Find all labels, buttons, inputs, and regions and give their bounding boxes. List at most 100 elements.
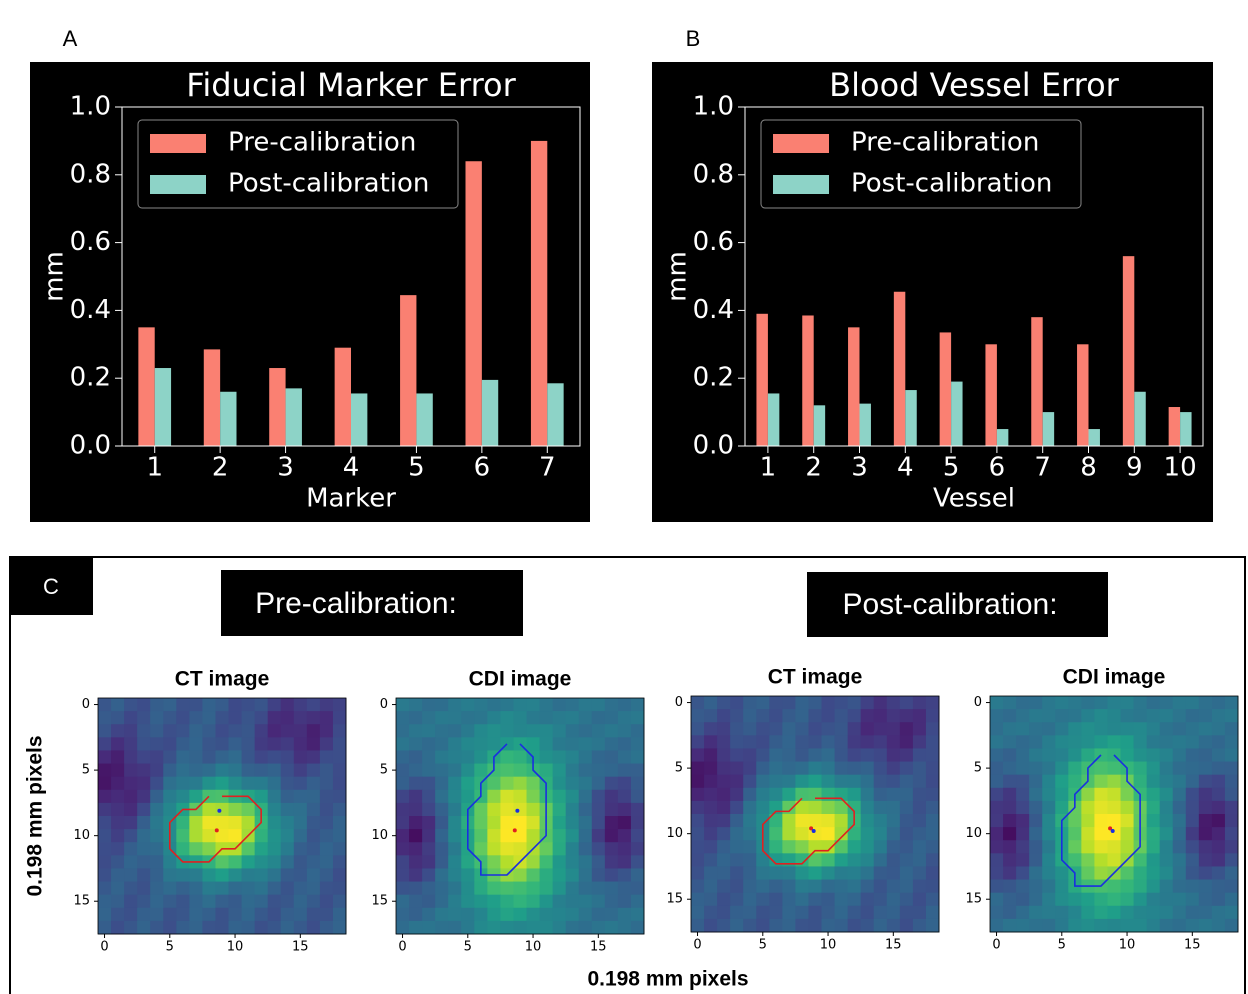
- heatmap-cell: [743, 748, 757, 762]
- heatmap-cell: [1186, 840, 1200, 854]
- heatmap-cell: [150, 737, 164, 751]
- heatmap-cell: [1094, 840, 1108, 854]
- bar: [286, 388, 302, 446]
- heatmap-cell: [307, 829, 321, 843]
- heatmap-cell: [422, 711, 436, 725]
- heatmap-cell: [513, 724, 527, 738]
- bar: [940, 332, 951, 446]
- heatmap-cell: [1134, 866, 1148, 880]
- heatmap-cell: [176, 790, 190, 804]
- heatmap-cell: [618, 737, 632, 751]
- heatmap-cell: [730, 893, 744, 907]
- heatmap-cell: [320, 908, 334, 922]
- heatmap-cell: [1212, 762, 1226, 776]
- heatmap-cell: [1055, 722, 1069, 736]
- heatmap-cell: [98, 842, 112, 856]
- heatmap-cell: [1094, 919, 1108, 933]
- heatmap-cell: [848, 762, 862, 776]
- heatmap-cell: [500, 829, 514, 843]
- heatmap-cell: [848, 840, 862, 854]
- heatmap-cell: [553, 750, 567, 764]
- heatmap-cell: [1212, 893, 1226, 907]
- heatmap-cell: [1147, 722, 1161, 736]
- heatmap-cell: [1042, 814, 1056, 828]
- heatmap-cell: [887, 893, 901, 907]
- heatmap-cell: [1225, 880, 1239, 894]
- heatmap-cell: [461, 855, 475, 869]
- heatmap-cell: [137, 777, 151, 791]
- panel-label: C: [43, 574, 59, 599]
- heatmap-cell: [566, 908, 580, 922]
- bar: [138, 327, 154, 446]
- heatmap-cell: [1016, 919, 1030, 933]
- heatmap-cell: [861, 840, 875, 854]
- heatmap-cell: [618, 882, 632, 896]
- heatmap-cell: [448, 829, 462, 843]
- heatmap-cell: [229, 803, 243, 817]
- heatmap-cell: [618, 908, 632, 922]
- heatmap-cell: [887, 775, 901, 789]
- heatmap-cell: [1094, 814, 1108, 828]
- y-tick-label: 0.2: [693, 363, 734, 393]
- heatmap-cell: [1186, 801, 1200, 815]
- heatmap-cell: [743, 906, 757, 920]
- heatmap-cell: [631, 921, 645, 935]
- heatmap-cell: [592, 737, 606, 751]
- heatmap-cell: [176, 737, 190, 751]
- heatmap-cell: [320, 724, 334, 738]
- heatmap-cell: [333, 895, 347, 909]
- heatmap-cell: [150, 868, 164, 882]
- heatmap-cell: [461, 921, 475, 935]
- heatmap-cell: [1160, 827, 1174, 841]
- heatmap-cell: [926, 880, 940, 894]
- heatmap-cell: [1173, 775, 1187, 789]
- legend-swatch: [773, 134, 829, 153]
- heatmap-cell: [822, 919, 836, 933]
- heatmap-cell: [281, 737, 295, 751]
- heatmap-cell: [926, 775, 940, 789]
- bar: [848, 327, 859, 446]
- heatmap-cell: [1016, 827, 1030, 841]
- heatmap-cell: [474, 750, 488, 764]
- heatmap-cell: [1199, 735, 1213, 749]
- heatmap-cell: [422, 829, 436, 843]
- heatmap-cell: [474, 882, 488, 896]
- heatmap-cell: [782, 788, 796, 802]
- heatmap-cell: [717, 722, 731, 736]
- heatmap-cell: [422, 737, 436, 751]
- heatmap-cell: [717, 827, 731, 841]
- heatmap-cell: [553, 711, 567, 725]
- heatmap-cell: [176, 750, 190, 764]
- heatmap-cell: [124, 777, 138, 791]
- heatmap-cell: [513, 908, 527, 922]
- heatmap-cell: [513, 803, 527, 817]
- heatmap-cell: [422, 868, 436, 882]
- heatmap-cell: [913, 853, 927, 867]
- heatmap-cell: [281, 711, 295, 725]
- heatmap-cell: [1094, 893, 1108, 907]
- heatmap-cell: [268, 803, 282, 817]
- heatmap-cell: [111, 816, 125, 830]
- heatmap-cell: [137, 790, 151, 804]
- heatmap-cell: [1029, 919, 1043, 933]
- heatmap-cell: [527, 868, 541, 882]
- bar: [860, 404, 871, 446]
- x-tick-label: 3: [851, 453, 868, 483]
- heatmap-cell: [1173, 762, 1187, 776]
- heatmap-cell: [540, 855, 554, 869]
- heatmap-cell: [874, 788, 888, 802]
- heatmap-cell: [435, 868, 449, 882]
- heatmap-cell: [769, 893, 783, 907]
- heatmap-cell: [255, 711, 269, 725]
- heatmap-cell: [592, 921, 606, 935]
- heatmap-cell: [137, 921, 151, 935]
- heatmap-cell: [150, 698, 164, 712]
- legend-label: Pre-calibration: [851, 128, 1039, 158]
- heatmap-cell: [835, 748, 849, 762]
- heatmap-cell: [1081, 735, 1095, 749]
- heatmap-cell: [500, 698, 514, 712]
- heatmap-cell: [163, 855, 177, 869]
- heatmap-cell: [795, 919, 809, 933]
- heatmap-cell: [111, 908, 125, 922]
- heatmap-cell: [1199, 853, 1213, 867]
